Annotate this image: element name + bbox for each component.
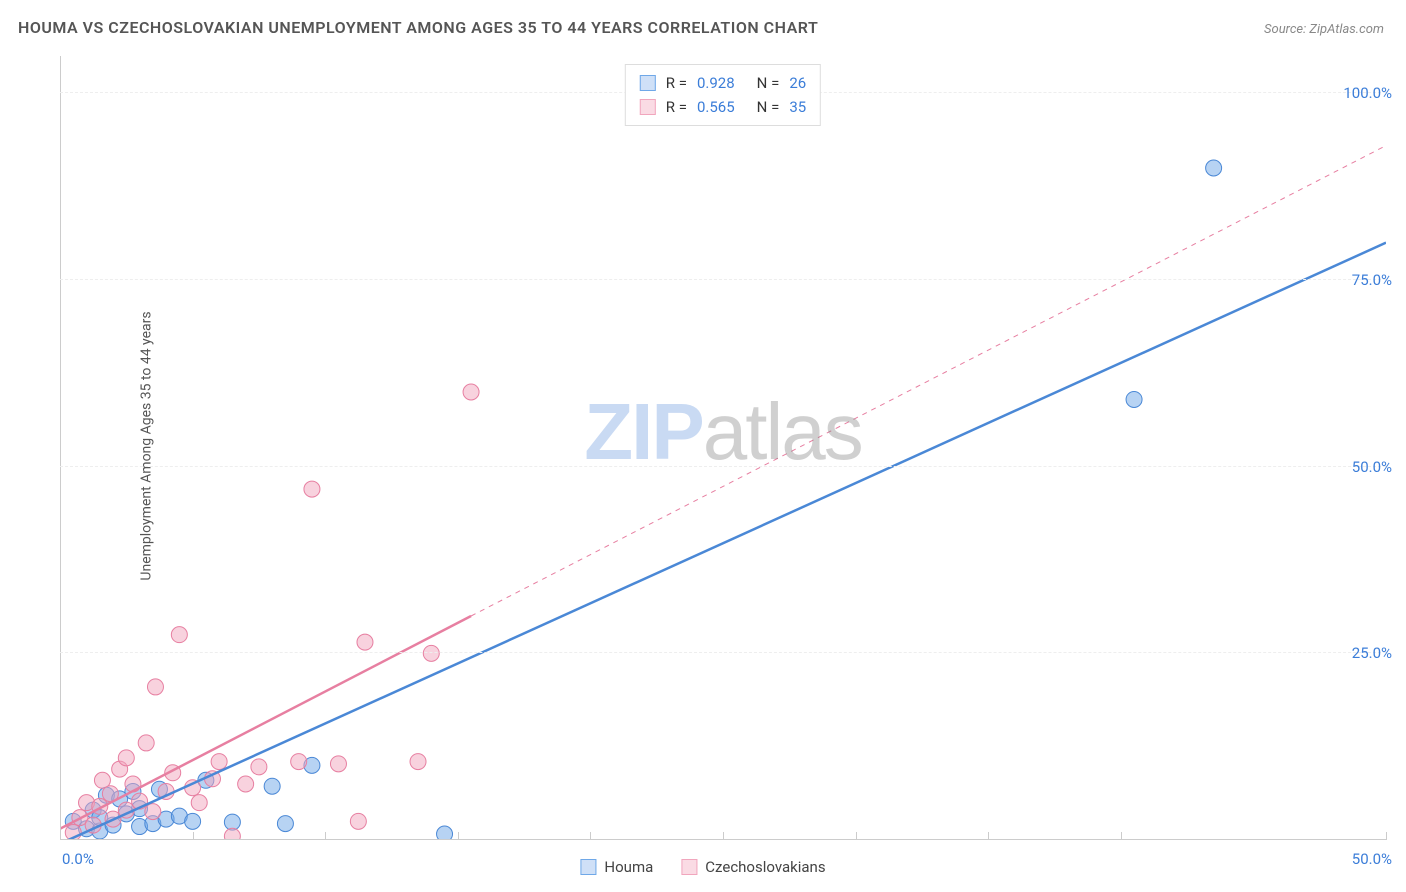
scatter-point — [125, 776, 141, 792]
scatter-point — [437, 826, 453, 840]
y-axis-line — [60, 56, 61, 840]
x-tick — [458, 832, 459, 840]
scatter-point — [304, 481, 320, 497]
scatter-point — [1206, 160, 1222, 176]
r-label: R = — [666, 71, 687, 95]
legend-series-item: Czechoslovakians — [681, 858, 825, 876]
x-tick — [1121, 832, 1122, 840]
n-value: 35 — [789, 95, 806, 119]
legend-swatch — [640, 99, 656, 115]
scatter-point — [410, 754, 426, 770]
scatter-point — [211, 754, 227, 770]
scatter-point — [330, 756, 346, 772]
scatter-point — [118, 750, 134, 766]
scatter-point — [147, 679, 163, 695]
legend-swatch — [681, 859, 697, 875]
gridline — [60, 652, 1386, 653]
scatter-point — [350, 813, 366, 829]
legend-swatch — [640, 75, 656, 91]
scatter-svg — [60, 56, 1386, 840]
scatter-point — [171, 627, 187, 643]
n-value: 26 — [789, 71, 806, 95]
plot-area: ZIPatlas R =0.928N =26R =0.565N =35 0.0%… — [60, 56, 1386, 840]
scatter-point — [238, 776, 254, 792]
x-tick — [988, 832, 989, 840]
legend-series-label: Houma — [604, 858, 653, 876]
x-tick — [590, 832, 591, 840]
y-tick-label: 50.0% — [1352, 458, 1392, 476]
trend-line — [60, 243, 1386, 840]
legend-series: Houma Czechoslovakians — [580, 858, 825, 876]
trend-line-dashed — [471, 146, 1386, 616]
scatter-point — [191, 795, 207, 811]
scatter-point — [224, 814, 240, 830]
chart-title: HOUMA VS CZECHOSLOVAKIAN UNEMPLOYMENT AM… — [18, 18, 818, 37]
x-tick — [60, 832, 61, 840]
scatter-point — [264, 778, 280, 794]
scatter-point — [463, 384, 479, 400]
legend-correlation-row: R = 0.928 N = 26 — [640, 71, 806, 95]
n-label: N = — [757, 71, 780, 95]
x-tick — [1386, 832, 1387, 840]
legend-swatch — [580, 859, 596, 875]
scatter-point — [357, 634, 373, 650]
y-tick-label: 100.0% — [1343, 84, 1392, 102]
x-tick — [723, 832, 724, 840]
scatter-point — [1126, 391, 1142, 407]
n-label: N = — [757, 95, 780, 119]
legend-correlation: R = 0.928 N = 26 R = 0.565 N = 35 — [625, 64, 821, 126]
scatter-point — [145, 804, 161, 820]
gridline — [60, 279, 1386, 280]
legend-correlation-row: R = 0.565 N = 35 — [640, 95, 806, 119]
x-tick-min: 0.0% — [62, 850, 94, 868]
x-tick — [193, 832, 194, 840]
r-value: 0.928 — [697, 71, 735, 95]
scatter-point — [185, 813, 201, 829]
scatter-point — [251, 759, 267, 775]
x-tick-max: 50.0% — [1352, 850, 1392, 868]
scatter-point — [291, 754, 307, 770]
scatter-point — [277, 816, 293, 832]
r-value: 0.565 — [697, 95, 735, 119]
gridline — [60, 466, 1386, 467]
legend-series-item: Houma — [580, 858, 653, 876]
source-label: Source: ZipAtlas.com — [1264, 22, 1384, 37]
y-tick-label: 25.0% — [1352, 644, 1392, 662]
x-tick — [856, 832, 857, 840]
trend-line — [60, 616, 471, 829]
r-label: R = — [666, 95, 687, 119]
legend-series-label: Czechoslovakians — [705, 858, 825, 876]
y-tick-label: 75.0% — [1352, 271, 1392, 289]
scatter-point — [138, 735, 154, 751]
x-tick — [325, 832, 326, 840]
